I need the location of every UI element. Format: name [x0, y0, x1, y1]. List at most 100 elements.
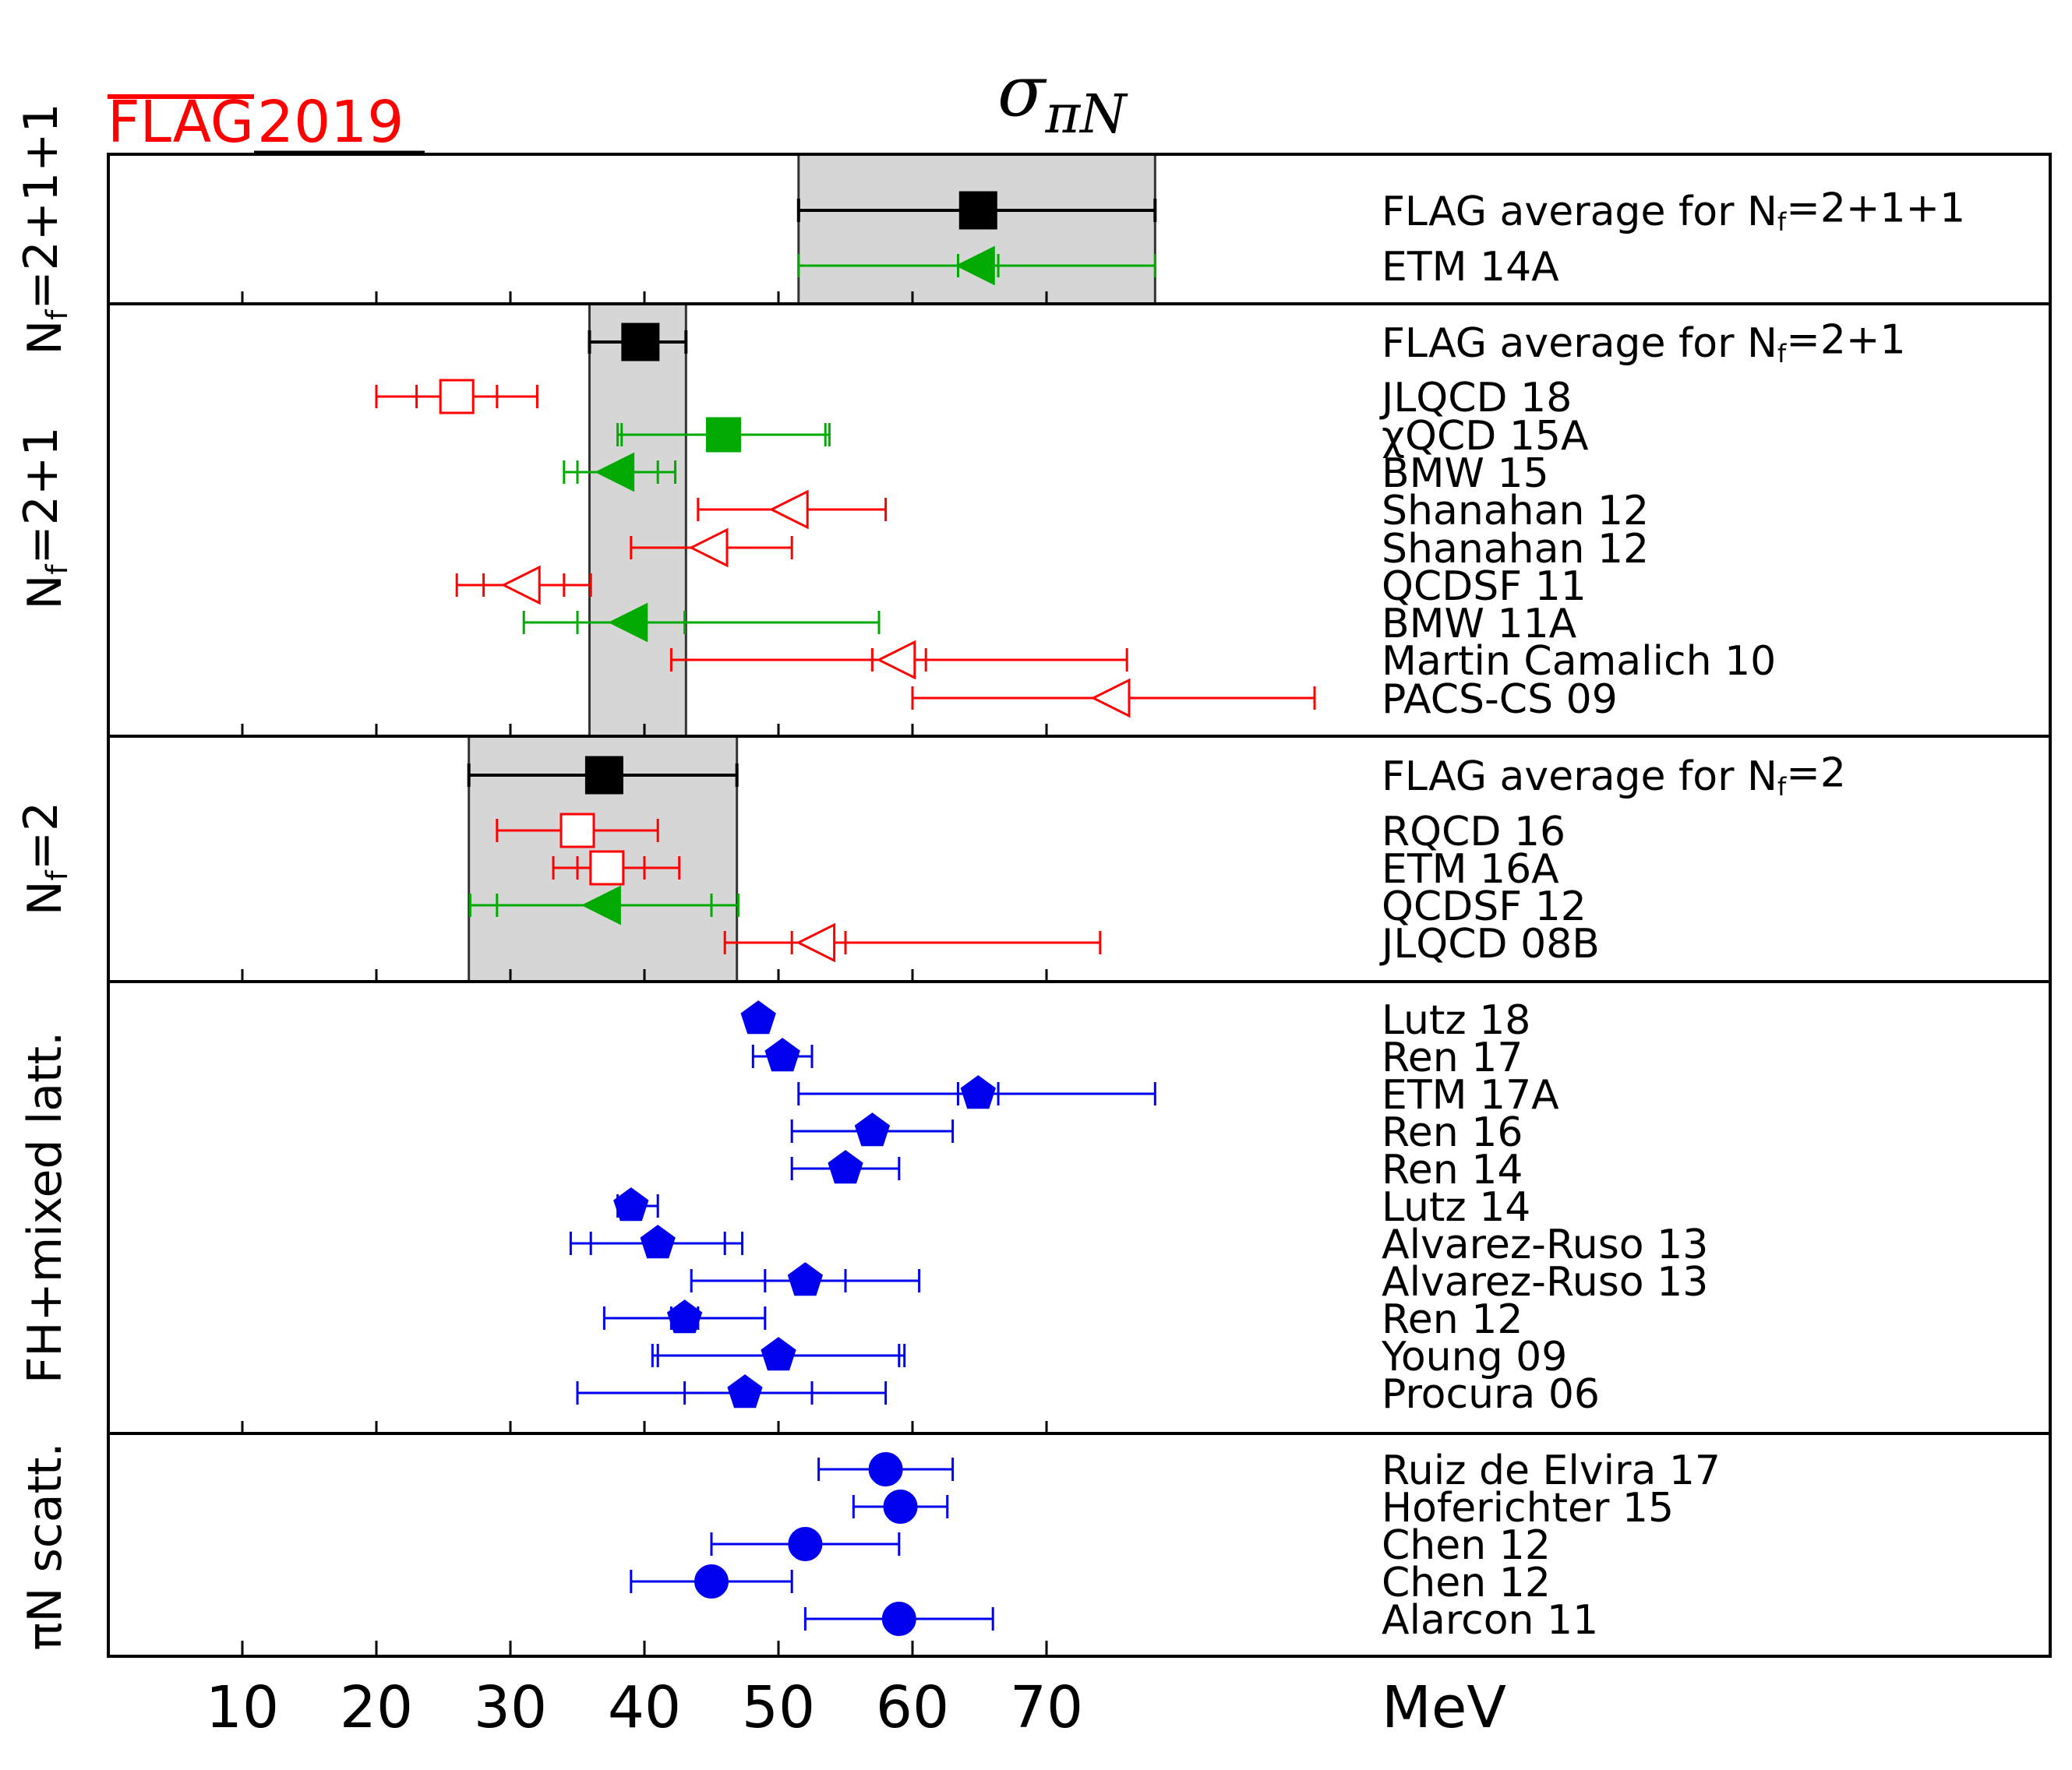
data-entry: [751, 1038, 814, 1072]
entry-label: BMW 11A: [1382, 601, 1577, 647]
entry-label: Chen 12: [1382, 1560, 1551, 1606]
pentagon-marker: [764, 1038, 800, 1072]
data-entry: [576, 1374, 888, 1409]
circle-marker: [881, 1602, 916, 1636]
data-entry: [690, 1262, 921, 1296]
entry-label: Ren 17: [1382, 1035, 1523, 1081]
data-entry: [797, 245, 1156, 286]
flag-logo-year: 2019: [257, 89, 404, 156]
panel-label: Nf=2: [14, 802, 74, 915]
x-axis: 10 20 30 40 50 60 70: [206, 291, 1083, 1741]
entry-label: Shanahan 12: [1382, 488, 1649, 534]
data-entry: [455, 565, 592, 605]
entry-label: Alvarez-Ruso 13: [1382, 1222, 1708, 1268]
panel-frame: [107, 1432, 2052, 1658]
data-entry: [651, 1337, 906, 1371]
entry-label: Hoferichter 15: [1382, 1485, 1674, 1532]
square-marker: [559, 813, 595, 848]
entry-label: Ren 12: [1382, 1296, 1523, 1343]
square-marker: [958, 191, 997, 230]
average-band: [588, 302, 687, 738]
square-marker: [705, 417, 741, 453]
data-entry: [697, 489, 888, 530]
data-entry: [602, 1299, 767, 1334]
square-marker: [621, 323, 660, 361]
chart-title: σπN: [997, 51, 1128, 146]
data-entry: [911, 678, 1316, 718]
entry-label: RQCD 16: [1382, 809, 1565, 855]
triangle-marker: [768, 489, 809, 530]
data-entry: [740, 1000, 776, 1035]
data-entry: [817, 1452, 955, 1486]
entry-label: Chen 12: [1382, 1522, 1551, 1569]
pentagon-marker: [854, 1112, 891, 1147]
triangle-marker: [796, 922, 836, 963]
panel-label: FH+mixed latt.: [18, 1031, 72, 1384]
entry-label: Ren 14: [1382, 1147, 1523, 1194]
data-entry: [496, 813, 659, 848]
entry-label: JLQCD 18: [1379, 375, 1572, 421]
data-entry: [630, 527, 793, 568]
entry-label: FLAG average for Nf=2: [1382, 750, 1846, 802]
entry-label: FLAG average for Nf=2+1+1: [1382, 185, 1965, 237]
data-entry: [803, 1602, 994, 1636]
x-tick-label: 50: [742, 1674, 815, 1741]
entry-label: Alarcon 11: [1382, 1597, 1598, 1644]
entry-label: Ren 16: [1382, 1109, 1523, 1156]
entry-label: Lutz 18: [1382, 997, 1530, 1044]
title-symbol: σ: [997, 51, 1047, 132]
data-entry: [552, 850, 681, 886]
data-entry: [569, 1225, 744, 1259]
data-entry: [790, 1150, 901, 1184]
triangle-marker: [955, 245, 995, 286]
pentagon-marker: [740, 1000, 776, 1035]
entry-label: Young 09: [1381, 1334, 1567, 1380]
triangle-marker: [608, 602, 648, 643]
title-subscript: πN: [1044, 84, 1128, 146]
x-tick-label: 30: [474, 1674, 547, 1741]
pentagon-marker: [960, 1075, 996, 1109]
x-tick-label: 20: [340, 1674, 413, 1741]
entry-label: ETM 14A: [1382, 244, 1559, 291]
entry-label: BMW 15: [1382, 450, 1549, 497]
panel-frame: [107, 980, 2052, 1435]
square-marker: [589, 850, 625, 886]
data-entry: [796, 191, 1157, 230]
entry-label: QCDSF 12: [1382, 883, 1587, 930]
flag-logo-text: FLAG: [108, 89, 254, 156]
triangle-marker: [581, 885, 621, 926]
entry-label: Shanahan 12: [1382, 526, 1649, 573]
entry-label: Lutz 14: [1382, 1184, 1530, 1231]
circle-marker: [868, 1452, 903, 1486]
entry-label: PACS-CS 09: [1382, 676, 1618, 723]
circle-marker: [788, 1527, 823, 1561]
entry-label: Alvarez-Ruso 13: [1382, 1259, 1708, 1306]
x-tick-label: 40: [608, 1674, 681, 1741]
data-entry: [797, 1075, 1156, 1109]
data-entry: [467, 756, 739, 795]
pentagon-marker: [761, 1337, 796, 1371]
data-points: [375, 191, 1316, 1636]
entry-label: Ruiz de Elvira 17: [1382, 1447, 1721, 1494]
entry-label: χQCD 15A: [1382, 413, 1589, 460]
x-tick-label: 70: [1010, 1674, 1083, 1741]
entry-label: Martin Camalich 10: [1382, 638, 1776, 685]
panel-frames: [107, 153, 2052, 1658]
square-marker: [439, 379, 475, 414]
triangle-marker: [500, 565, 541, 605]
data-entry: [588, 323, 688, 361]
triangle-marker: [876, 640, 916, 680]
entry-label: QCDSF 11: [1382, 563, 1587, 610]
entry-label: Procura 06: [1382, 1371, 1600, 1418]
triangle-marker: [1090, 678, 1131, 718]
x-axis-unit-label: MeV: [1382, 1674, 1506, 1741]
data-entry: [710, 1527, 901, 1561]
data-entry: [468, 885, 739, 926]
data-entry: [852, 1490, 949, 1524]
entry-labels: Nf=2+1+1 FLAG average for Nf=2+1+1 ETM 14A…: [14, 103, 1965, 1650]
square-marker: [584, 756, 623, 795]
data-entry: [790, 1112, 955, 1147]
panel-label: Nf=2+1: [14, 427, 74, 610]
pentagon-marker: [666, 1299, 703, 1334]
pentagon-marker: [727, 1374, 763, 1409]
